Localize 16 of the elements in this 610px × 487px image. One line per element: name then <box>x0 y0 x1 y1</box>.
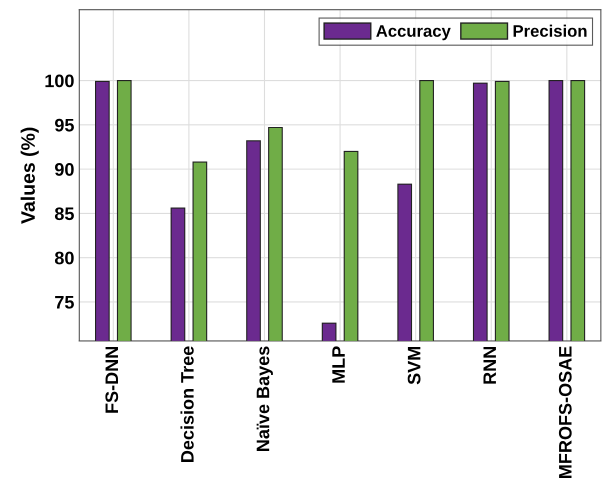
y-tick-label: 95 <box>54 118 74 132</box>
y-tick-label: 100 <box>45 74 74 88</box>
x-tick-label: MFROFS-OSAE <box>558 346 572 478</box>
y-axis-title: Values (%) <box>20 128 39 224</box>
y-tick-label: 90 <box>54 163 74 176</box>
y-tick-label: 85 <box>54 207 74 220</box>
x-tick-label: RNN <box>483 346 496 384</box>
x-tick-label: Decision Tree <box>180 346 194 462</box>
x-tick-label: SVM <box>408 346 421 384</box>
x-tick-label: MLP <box>332 346 345 383</box>
legend-label: Accuracy <box>376 25 451 40</box>
x-tick-label: Naïve Bayes <box>256 346 273 451</box>
legend-label: Precision <box>514 24 586 37</box>
y-tick-label: 80 <box>54 252 74 264</box>
y-tick-label: 75 <box>55 296 74 309</box>
x-tick-label: FS-DNN <box>105 346 118 413</box>
